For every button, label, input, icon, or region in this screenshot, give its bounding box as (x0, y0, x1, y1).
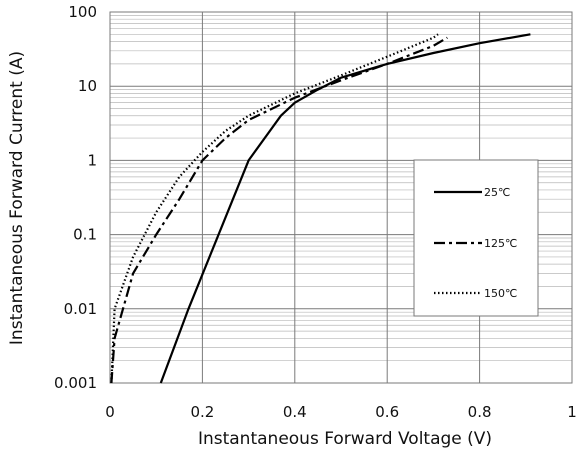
x-tick-label: 0.6 (375, 403, 399, 421)
x-tick-labels: 0 0.2 0.4 0.6 0.8 1 (105, 403, 577, 421)
series-layer (110, 33, 531, 384)
plot-border (109, 11, 573, 384)
y-tick-label: 0.001 (54, 374, 97, 392)
x-tick-label: 0 (105, 403, 115, 421)
series-line-2 (110, 36, 448, 384)
y-tick-label: 0.1 (73, 226, 97, 244)
legend-box (413, 159, 539, 317)
y-axis-title: Instantaneous Forward Current (A) (7, 51, 27, 345)
x-tick-label: 0.2 (190, 403, 214, 421)
legend-items: 25℃ 125℃ 150℃ (434, 186, 517, 300)
y-tick-label: 10 (78, 77, 97, 95)
x-tick-label: 0.8 (468, 403, 492, 421)
legend: 25℃ 125℃ 150℃ (413, 159, 539, 317)
y-tick-label: 1 (87, 151, 97, 169)
x-axis-title: Instantaneous Forward Voltage (V) (198, 429, 492, 449)
legend-label-2: 125℃ (484, 237, 517, 250)
legend-label-3: 150℃ (484, 287, 517, 300)
y-tick-label: 100 (68, 3, 97, 21)
series-line-3 (110, 33, 439, 384)
y-tick-labels: 0.001 0.01 0.1 1 10 100 (54, 3, 97, 392)
x-tick-label: 1 (567, 403, 577, 421)
x-tick-label: 0.4 (283, 403, 307, 421)
legend-label-1: 25℃ (484, 186, 510, 199)
y-tick-label: 0.01 (64, 300, 97, 318)
